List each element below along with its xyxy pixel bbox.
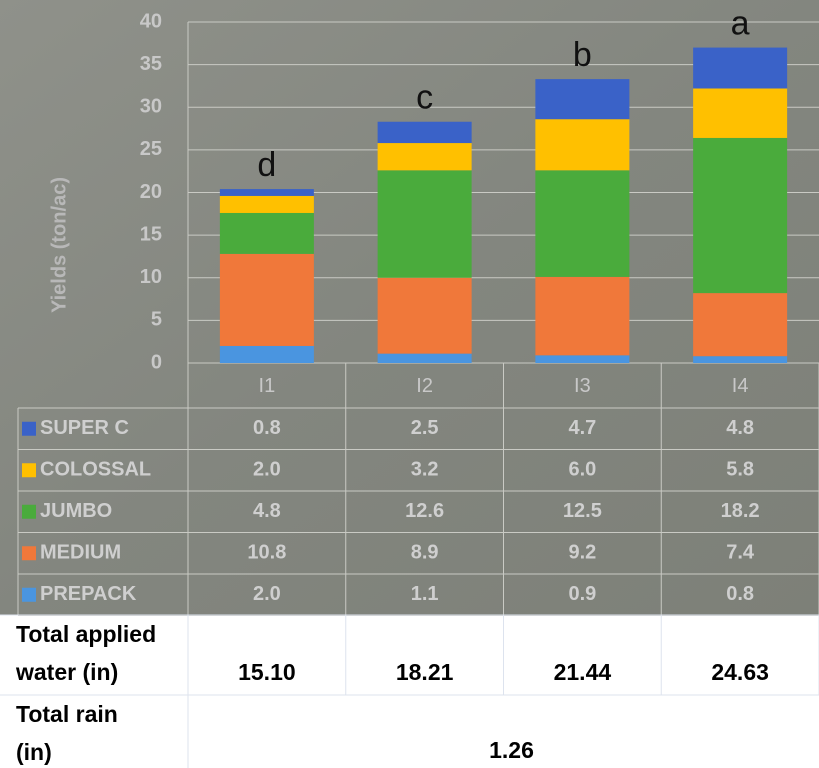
table-value: 2.0 — [253, 583, 281, 605]
legend-label: COLOSSAL — [40, 459, 151, 481]
significance-letter: b — [573, 36, 592, 74]
bar-segment — [377, 121, 472, 144]
y-tick-label: 30 — [140, 96, 162, 118]
legend-label: SUPER C — [40, 417, 129, 439]
bar-segment — [693, 137, 788, 294]
bar-segment — [535, 276, 630, 356]
bar-segment — [693, 47, 788, 89]
table-value: 2.5 — [411, 417, 439, 439]
legend-label: PREPACK — [40, 583, 137, 605]
footer-label: (in) — [16, 739, 52, 765]
table-value: 0.8 — [726, 583, 754, 605]
significance-letter: d — [257, 146, 276, 184]
table-value: 6.0 — [568, 459, 596, 481]
x-tick-label: I2 — [416, 375, 433, 397]
table-value: 1.1 — [411, 583, 439, 605]
bar-segment — [377, 170, 472, 278]
table-value: 0.9 — [568, 583, 596, 605]
y-tick-label: 20 — [140, 181, 162, 203]
bar-segment — [377, 143, 472, 171]
legend-swatch — [22, 421, 36, 436]
footer-value: 21.44 — [554, 659, 612, 685]
y-tick-label: 25 — [140, 138, 162, 160]
table-value: 2.0 — [253, 459, 281, 481]
bar-segment — [219, 253, 314, 346]
table-value: 10.8 — [247, 542, 286, 564]
bar-segment — [377, 277, 472, 354]
y-tick-label: 0 — [151, 351, 162, 373]
bar-segment — [219, 345, 314, 363]
table-value: 4.7 — [568, 417, 596, 439]
bar-segment — [535, 355, 630, 363]
bar-segment — [219, 195, 314, 213]
table-value: 0.8 — [253, 417, 281, 439]
bar-segment — [693, 88, 788, 138]
y-tick-label: 15 — [140, 223, 162, 245]
y-tick-label: 40 — [140, 10, 162, 32]
legend-label: JUMBO — [40, 500, 112, 522]
y-tick-label: 10 — [140, 266, 162, 288]
footer-label: Total applied — [16, 621, 156, 647]
significance-letter: a — [731, 5, 750, 43]
table-value: 8.9 — [411, 542, 439, 564]
footer-background — [0, 615, 819, 768]
x-tick-label: I1 — [259, 375, 276, 397]
footer-label: water (in) — [15, 659, 118, 685]
table-value: 12.5 — [563, 500, 602, 522]
bar-segment — [219, 212, 314, 254]
bar-segment — [535, 79, 630, 120]
legend-swatch — [22, 546, 36, 561]
table-value: 4.8 — [253, 500, 281, 522]
x-tick-label: I4 — [732, 375, 749, 397]
bar-segment — [693, 356, 788, 363]
table-value: 9.2 — [568, 542, 596, 564]
x-tick-label: I3 — [574, 375, 591, 397]
bar-segment — [377, 353, 472, 363]
bar-segment — [535, 170, 630, 277]
significance-letter: c — [416, 79, 433, 117]
table-value: 4.8 — [726, 417, 754, 439]
bar-segment — [535, 119, 630, 171]
footer-value: 18.21 — [396, 659, 454, 685]
y-axis-label: Yields (ton/ac) — [48, 177, 70, 313]
legend-swatch — [22, 587, 36, 602]
y-tick-label: 5 — [151, 309, 162, 331]
y-tick-label: 35 — [140, 53, 162, 75]
legend-swatch — [22, 463, 36, 478]
table-value: 5.8 — [726, 459, 754, 481]
table-value: 7.4 — [726, 542, 755, 564]
legend-swatch — [22, 504, 36, 519]
footer-value: 1.26 — [489, 737, 534, 763]
table-value: 3.2 — [411, 459, 439, 481]
footer-label: Total rain — [16, 701, 118, 727]
footer-value: 15.10 — [238, 659, 296, 685]
bar-segment — [693, 293, 788, 357]
table-value: 18.2 — [721, 500, 760, 522]
table-value: 12.6 — [405, 500, 444, 522]
footer-value: 24.63 — [711, 659, 769, 685]
bar-segment — [219, 189, 314, 196]
legend-label: MEDIUM — [40, 542, 121, 564]
